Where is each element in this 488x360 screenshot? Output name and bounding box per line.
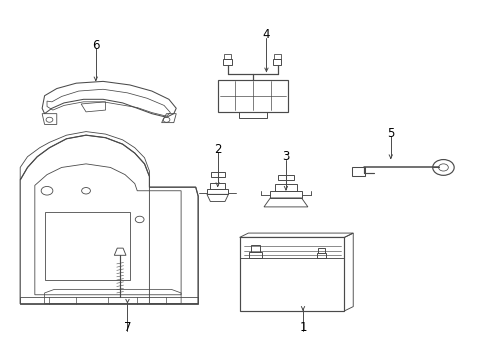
Bar [317,248,324,253]
Text: 5: 5 [386,127,394,140]
Bar [272,59,281,65]
Bar [275,184,296,192]
Bar [223,59,231,65]
Bar [270,192,301,198]
Bar [273,54,280,59]
Bar [316,253,325,258]
Bar [206,189,228,194]
Text: 7: 7 [123,321,131,334]
Bar [210,172,224,177]
Bar [209,183,225,189]
Bar [278,175,293,180]
Bar [44,212,130,280]
Text: 6: 6 [92,39,100,52]
Bar [239,237,344,311]
Text: 4: 4 [262,28,270,41]
Bar [239,112,266,118]
Text: 3: 3 [282,150,289,163]
Bar [224,54,231,59]
Bar [248,252,261,258]
Text: 2: 2 [213,143,221,156]
Bar [217,80,288,112]
Text: 1: 1 [299,321,306,334]
Bar [351,167,365,176]
Bar [250,246,259,252]
